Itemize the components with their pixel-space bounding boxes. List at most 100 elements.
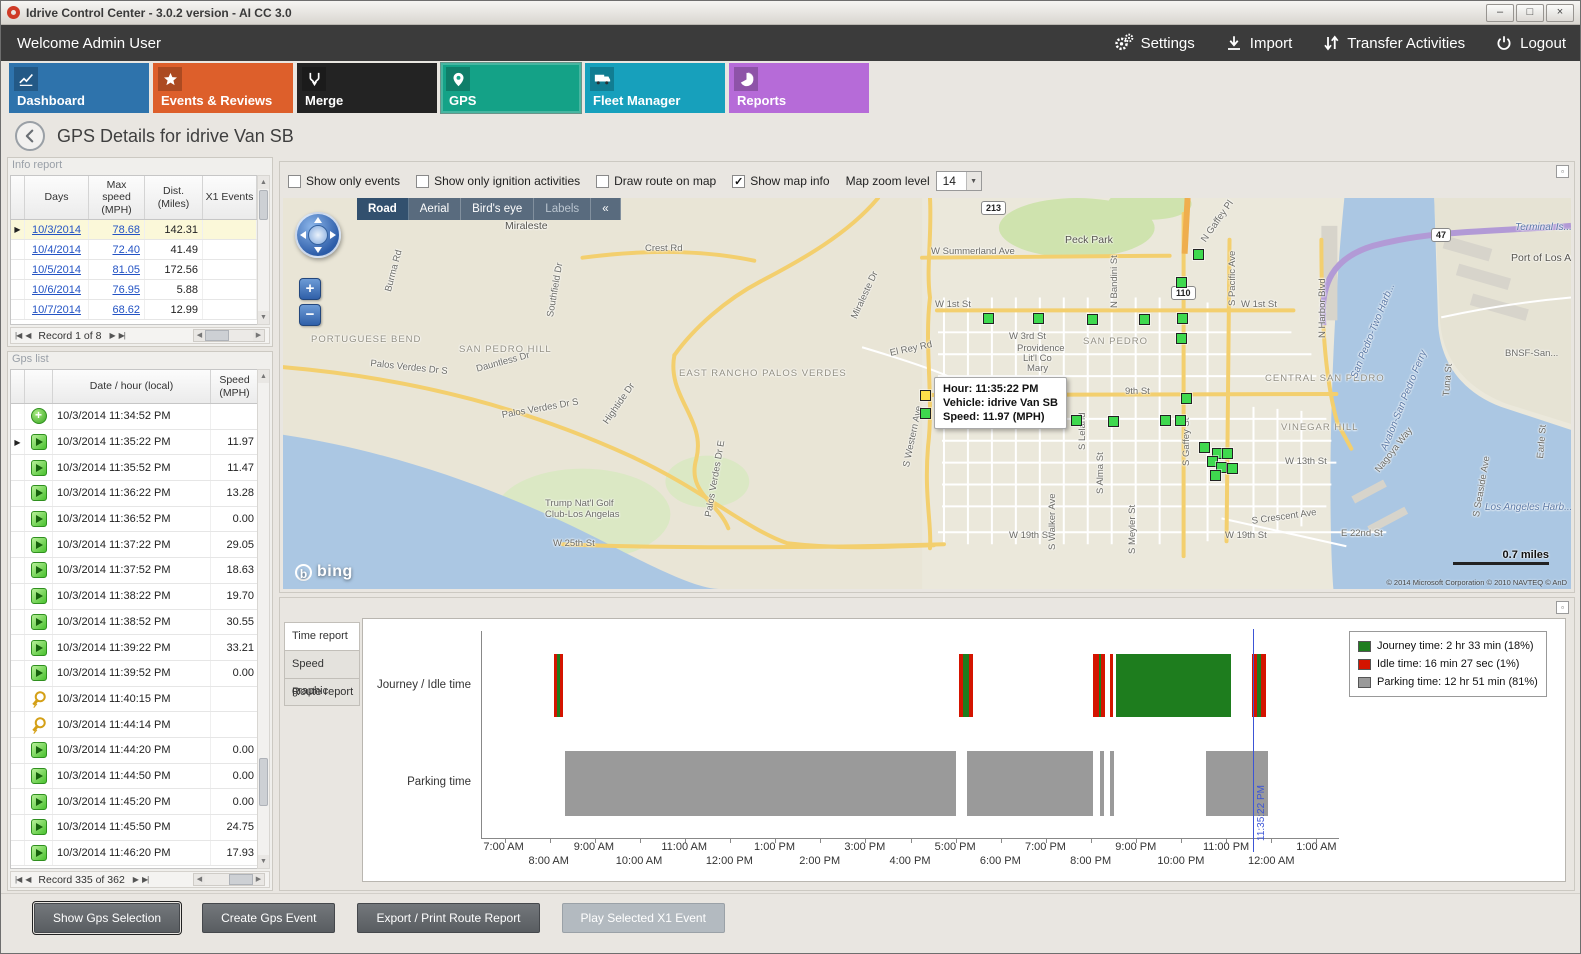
scroll-left-icon[interactable]: ◀: [194, 330, 205, 341]
pan-north-icon[interactable]: [314, 217, 322, 223]
map-marker[interactable]: [1071, 415, 1082, 426]
checkbox-show-map-info[interactable]: ✓ Show map info: [732, 174, 830, 188]
pager-first-button[interactable]: |◀: [15, 331, 22, 340]
scroll-thumb[interactable]: [259, 758, 268, 807]
show-gps-selection-button[interactable]: Show Gps Selection: [31, 901, 183, 935]
list-item[interactable]: 10/3/2014 11:39:52 PM 0.00: [11, 660, 257, 687]
scroll-up-icon[interactable]: ▲: [258, 370, 269, 383]
checked-checkbox-icon[interactable]: ✓: [732, 174, 746, 188]
scroll-right-icon[interactable]: ▶: [253, 874, 264, 885]
checkbox-show-only-events[interactable]: Show only events: [288, 174, 400, 188]
list-item[interactable]: 10/3/2014 11:44:50 PM 0.00: [11, 763, 257, 790]
nav-tile-gps[interactable]: GPS: [440, 62, 582, 114]
collapse-panel-button[interactable]: ▫: [1556, 601, 1569, 614]
horizontal-scrollbar[interactable]: ◀ ▶: [193, 873, 265, 886]
pager-prev-button[interactable]: ◀: [25, 331, 31, 340]
topbar-logout-button[interactable]: Logout: [1495, 34, 1566, 52]
map-marker[interactable]: [1207, 456, 1218, 467]
map-compass-control[interactable]: [295, 212, 341, 258]
map-marker[interactable]: [1177, 313, 1188, 324]
list-item[interactable]: 10/3/2014 11:37:52 PM 18.63: [11, 558, 257, 584]
map-stylebar-collapse-button[interactable]: «: [591, 198, 621, 220]
map-marker[interactable]: [1175, 415, 1186, 426]
map-marker[interactable]: [1176, 277, 1187, 288]
unchecked-checkbox-icon[interactable]: [596, 174, 610, 188]
list-item[interactable]: 10/3/2014 11:45:50 PM 24.75: [11, 815, 257, 841]
list-item[interactable]: 10/3/2014 11:40:15 PM: [11, 686, 257, 713]
checkbox-show-only-ignition-activities[interactable]: Show only ignition activities: [416, 174, 580, 188]
tab-time-report[interactable]: Time report: [284, 622, 360, 650]
list-item[interactable]: 10/3/2014 11:39:22 PM 33.21: [11, 635, 257, 661]
minimize-button[interactable]: –: [1486, 3, 1514, 22]
list-item[interactable]: 10/3/2014 11:36:52 PM 0.00: [11, 506, 257, 533]
pager-next-button[interactable]: ▶: [109, 331, 115, 340]
map-marker[interactable]: [1222, 448, 1233, 459]
back-button[interactable]: [15, 121, 45, 151]
nav-tile-fleet-manager[interactable]: Fleet Manager: [585, 63, 725, 113]
create-gps-event-button[interactable]: Create Gps Event: [202, 903, 336, 933]
map-marker[interactable]: [1160, 415, 1171, 426]
map-marker[interactable]: [1176, 333, 1187, 344]
map-zoom-in-button[interactable]: +: [299, 278, 321, 300]
scroll-left-icon[interactable]: ◀: [194, 874, 205, 885]
map-marker[interactable]: [1216, 462, 1227, 473]
tab-route-report[interactable]: Route report: [284, 678, 360, 706]
day-link[interactable]: 10/7/2014: [25, 300, 89, 319]
table-row[interactable]: 10/7/2014 68.62 12.99: [11, 300, 257, 320]
map-zoom-out-button[interactable]: −: [299, 304, 321, 326]
pan-south-icon[interactable]: [314, 247, 322, 253]
day-link[interactable]: 10/6/2014: [25, 280, 89, 299]
map-marker[interactable]: [1181, 393, 1192, 404]
map-zoom-select[interactable]: 14 ▼: [935, 171, 982, 191]
topbar-settings-button[interactable]: Settings: [1114, 33, 1195, 53]
scroll-down-icon[interactable]: ▼: [258, 311, 269, 324]
day-link[interactable]: 10/3/2014: [25, 220, 89, 239]
list-item[interactable]: 10/3/2014 11:38:52 PM 30.55: [11, 609, 257, 636]
map-marker[interactable]: [920, 408, 931, 419]
map-marker[interactable]: [1199, 442, 1210, 453]
max-speed-link[interactable]: 68.62: [89, 300, 145, 319]
list-item[interactable]: 10/3/2014 11:37:22 PM 29.05: [11, 532, 257, 559]
map-marker[interactable]: [1087, 314, 1098, 325]
pager-last-button[interactable]: ▶|: [141, 875, 149, 884]
scroll-up-icon[interactable]: ▲: [258, 176, 269, 189]
close-button[interactable]: ×: [1546, 3, 1574, 22]
topbar-transfer-activities-button[interactable]: Transfer Activities: [1322, 34, 1465, 52]
tab-speed-graphic[interactable]: Speed graphic: [284, 650, 360, 697]
map-marker[interactable]: [1108, 416, 1119, 427]
map-marker[interactable]: [1227, 463, 1238, 474]
list-item[interactable]: 10/3/2014 11:45:20 PM 0.00: [11, 789, 257, 815]
scroll-thumb[interactable]: [229, 874, 253, 885]
list-item[interactable]: ▶ 10/3/2014 11:35:22 PM 11.97: [11, 429, 257, 456]
horizontal-scrollbar[interactable]: ◀ ▶: [193, 329, 265, 342]
pager-first-button[interactable]: |◀: [15, 875, 22, 884]
checkbox-draw-route-on-map[interactable]: Draw route on map: [596, 174, 716, 188]
pager-next-button[interactable]: ▶: [132, 875, 139, 884]
max-speed-link[interactable]: 81.05: [89, 260, 145, 279]
list-item[interactable]: 10/3/2014 11:44:14 PM: [11, 712, 257, 738]
list-item[interactable]: 10/3/2014 11:35:52 PM 11.47: [11, 455, 257, 482]
map-canvas[interactable]: Road Aerial Bird's eye Labels « + − Miralest…: [283, 198, 1571, 589]
table-row[interactable]: 10/4/2014 72.40 41.49: [11, 240, 257, 260]
table-row[interactable]: 10/6/2014 76.95 5.88: [11, 280, 257, 300]
scroll-thumb[interactable]: [205, 330, 229, 341]
nav-tile-merge[interactable]: Merge: [297, 63, 437, 113]
export-print-route-report-button[interactable]: Export / Print Route Report: [357, 903, 540, 933]
pager-prev-button[interactable]: ◀: [25, 875, 31, 884]
pan-west-icon[interactable]: [300, 231, 306, 239]
map-marker[interactable]: [1033, 313, 1044, 324]
list-item[interactable]: 10/3/2014 11:46:20 PM 17.93: [11, 840, 257, 867]
pan-east-icon[interactable]: [330, 231, 336, 239]
unchecked-checkbox-icon[interactable]: [288, 174, 301, 188]
day-link[interactable]: 10/4/2014: [25, 240, 89, 259]
nav-tile-reports[interactable]: Reports: [729, 63, 869, 113]
nav-tile-events-reviews[interactable]: Events & Reviews: [153, 63, 293, 113]
table-row[interactable]: ▶ 10/3/2014 78.68 142.31: [11, 220, 257, 240]
unchecked-checkbox-icon[interactable]: [416, 174, 430, 188]
map-style-bird-s-eye-button[interactable]: Bird's eye: [461, 198, 535, 220]
scroll-down-icon[interactable]: ▼: [258, 855, 269, 868]
scroll-thumb[interactable]: [259, 190, 268, 220]
gps-list-scrollbar[interactable]: ▲ ▼: [257, 369, 270, 869]
map-style-aerial-button[interactable]: Aerial: [409, 198, 462, 220]
scroll-right-icon[interactable]: ▶: [253, 330, 264, 341]
